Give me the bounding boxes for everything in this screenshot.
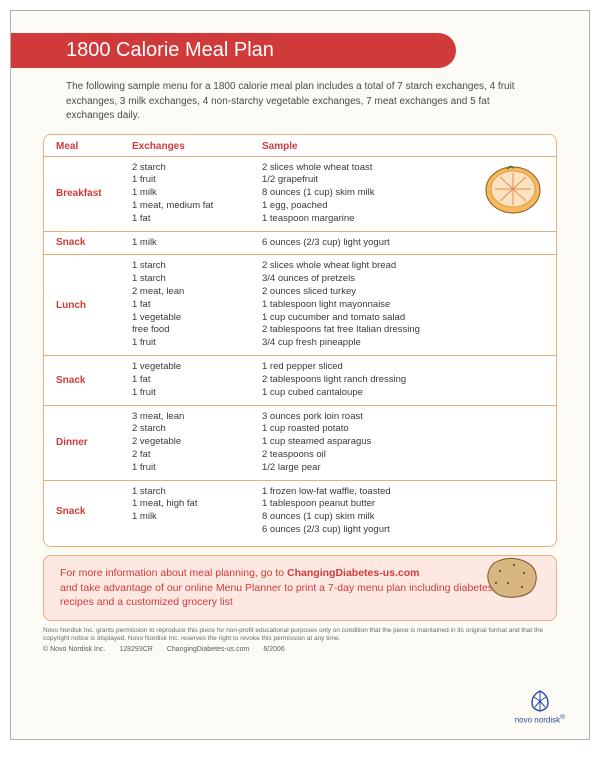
- col-sample-header: Sample: [262, 141, 544, 152]
- table-row: Snack1 vegetable1 fat1 fruit1 red pepper…: [44, 355, 556, 404]
- exchanges-cell: 1 milk: [132, 237, 262, 250]
- footer-site: ChangingDiabetes-us.com: [167, 646, 250, 653]
- footer-copyright: © Novo Nordisk Inc.: [43, 646, 105, 653]
- callout-text-1: For more information about meal planning…: [60, 567, 287, 579]
- meal-name: Snack: [56, 237, 132, 248]
- exchanges-cell: 2 starch1 fruit1 milk1 meat, medium fat1…: [132, 162, 262, 226]
- potato-icon: [480, 553, 542, 606]
- footer-date: 6/2006: [263, 646, 284, 653]
- sample-cell: 1 red pepper sliced2 tablespoons light r…: [262, 361, 544, 399]
- novo-nordisk-logo: novo nordisk®: [515, 689, 565, 725]
- exchanges-cell: 3 meat, lean2 starch2 vegetable2 fat1 fr…: [132, 411, 262, 475]
- col-meal-header: Meal: [56, 141, 132, 152]
- sample-cell: 2 slices whole wheat light bread3/4 ounc…: [262, 260, 544, 350]
- col-exchanges-header: Exchanges: [132, 141, 262, 152]
- sample-cell: 3 ounces pork loin roast1 cup roasted po…: [262, 411, 544, 475]
- meal-plan-table: Meal Exchanges Sample Breakfast2 starch1…: [43, 134, 557, 547]
- meal-name: Lunch: [56, 300, 132, 311]
- meal-name: Snack: [56, 506, 132, 517]
- exchanges-cell: 1 vegetable1 fat1 fruit: [132, 361, 262, 399]
- table-row: Snack1 milk6 ounces (2/3 cup) light yogu…: [44, 231, 556, 255]
- table-header: Meal Exchanges Sample: [44, 141, 556, 156]
- meal-name: Breakfast: [56, 188, 132, 199]
- callout-link[interactable]: ChangingDiabetes-us.com: [287, 567, 419, 579]
- footer-code: 128293CR: [119, 646, 152, 653]
- meal-name: Snack: [56, 375, 132, 386]
- table-row: Breakfast2 starch1 fruit1 milk1 meat, me…: [44, 156, 556, 231]
- table-row: Lunch1 starch1 starch2 meat, lean1 fat1 …: [44, 254, 556, 355]
- sample-cell: 1 frozen low-fat waffle, toasted1 tables…: [262, 486, 544, 537]
- logo-text: novo nordisk: [515, 716, 560, 725]
- page-title: 1800 Calorie Meal Plan: [11, 33, 456, 68]
- intro-text: The following sample menu for a 1800 cal…: [66, 80, 529, 124]
- callout-text-2: and take advantage of our online Menu Pl…: [60, 582, 530, 609]
- table-row: Dinner3 meat, lean2 starch2 vegetable2 f…: [44, 405, 556, 480]
- footer: © Novo Nordisk Inc. 128293CR ChangingDia…: [43, 646, 557, 653]
- legal-text: Novo Nordisk Inc. grants permission to r…: [43, 627, 557, 643]
- exchanges-cell: 1 starch1 meat, high fat1 milk: [132, 486, 262, 537]
- page-container: 1800 Calorie Meal Plan The following sam…: [10, 10, 590, 740]
- meal-name: Dinner: [56, 437, 132, 448]
- sample-cell: 2 slices whole wheat toast1/2 grapefruit…: [262, 162, 544, 226]
- exchanges-cell: 1 starch1 starch2 meat, lean1 fat1 veget…: [132, 260, 262, 350]
- sample-cell: 6 ounces (2/3 cup) light yogurt: [262, 237, 544, 250]
- table-row: Snack1 starch1 meat, high fat1 milk1 fro…: [44, 480, 556, 542]
